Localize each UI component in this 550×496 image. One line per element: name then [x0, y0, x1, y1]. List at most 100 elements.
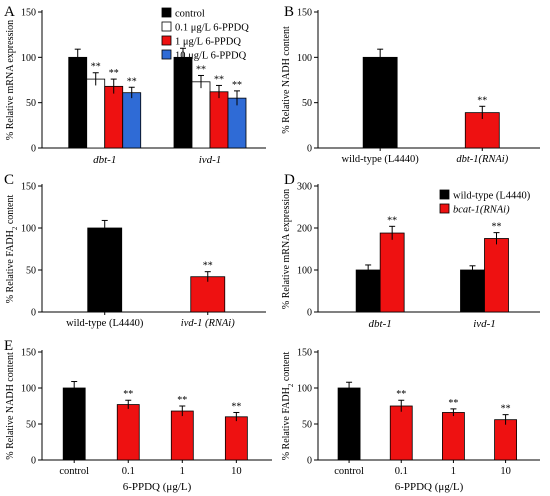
- bar: [104, 85, 124, 149]
- panel-letter: B: [284, 4, 294, 20]
- significance-label: **: [214, 74, 224, 85]
- legend-swatch: [161, 21, 172, 32]
- bar: [87, 227, 123, 313]
- bar: [68, 56, 88, 149]
- significance-label: **: [477, 95, 487, 106]
- legend-label: 0.1 μg/L 6-PPDQ: [175, 23, 249, 34]
- x-tick-label: ivd-1: [473, 318, 496, 330]
- bar: [362, 56, 398, 149]
- y-axis-label: % Relative FADH2 content: [5, 194, 19, 303]
- y-tick-label: 150: [21, 348, 36, 359]
- legend-swatch: [161, 35, 172, 46]
- y-tick-label: 150: [297, 348, 312, 359]
- bar: [170, 410, 194, 461]
- significance-label: **: [109, 68, 119, 79]
- bar: [190, 276, 226, 313]
- y-tick-label: 50: [302, 98, 312, 109]
- x-tick-label: ivd-1: [199, 154, 222, 166]
- x-tick-label: wild-type (L4440): [342, 154, 420, 165]
- bar: [442, 412, 465, 461]
- significance-label: **: [448, 398, 458, 409]
- bar: [209, 91, 229, 149]
- legend-swatch: [439, 203, 450, 214]
- significance-label: **: [91, 62, 101, 73]
- bar: [191, 81, 211, 149]
- panel-A: A 0 50 100 150 % Relative mRNA expression ** **…: [4, 4, 266, 166]
- y-tick-label: 0: [307, 456, 312, 467]
- y-tick-label: 50: [26, 98, 36, 109]
- legend-swatch: [161, 49, 172, 60]
- panel-B: B 0 50 100 150 % Relative NADH content wild-ty…: [281, 4, 540, 165]
- y-axis-label: % Relative NADH content: [5, 352, 16, 460]
- x-tick-label: 0.1: [122, 466, 135, 477]
- y-axis-label: % Relative FADH2 content: [281, 351, 295, 460]
- x-tick-label: 10: [500, 466, 511, 477]
- x-tick-label: 0.1: [395, 466, 408, 477]
- panel-letter: E: [4, 338, 13, 354]
- x-tick-label: control: [59, 466, 89, 477]
- x-tick-label: dbt-1: [93, 154, 116, 166]
- y-axis-label: % Relative NADH content: [281, 26, 292, 134]
- y-axis-label: % Relative mRNA expression: [281, 189, 292, 309]
- bar: [389, 405, 413, 461]
- x-axis-label: 6-PPDQ (μg/L): [395, 481, 464, 493]
- bar: [116, 404, 140, 461]
- bar: [122, 92, 142, 149]
- panel-letter: C: [4, 172, 14, 188]
- significance-label: **: [177, 395, 187, 406]
- y-tick-label: 50: [26, 420, 36, 431]
- y-tick-label: 0: [307, 144, 312, 155]
- legend-swatch: [161, 7, 172, 18]
- y-tick-label: 100: [21, 53, 36, 64]
- significance-label: **: [501, 404, 511, 415]
- bar: [173, 56, 193, 149]
- y-tick-label: 100: [297, 53, 312, 64]
- bar: [62, 387, 86, 461]
- legend-swatch: [439, 189, 450, 200]
- y-tick-label: 100: [21, 384, 36, 395]
- significance-label: **: [203, 261, 213, 272]
- panel-letter: D: [284, 172, 295, 188]
- x-tick-label: dbt-1: [369, 318, 392, 330]
- bar: [227, 97, 247, 149]
- y-tick-label: 0: [31, 308, 36, 319]
- legend-label: wild-type (L4440): [453, 191, 531, 202]
- bar: [494, 419, 517, 461]
- panel-letter: A: [4, 4, 15, 20]
- legend-label: 1 μg/L 6-PPDQ: [175, 37, 241, 48]
- significance-label: **: [123, 389, 133, 400]
- significance-label: **: [127, 76, 137, 87]
- bar: [337, 387, 361, 461]
- significance-label: **: [232, 80, 242, 91]
- y-tick-label: 300: [297, 182, 312, 193]
- y-tick-label: 0: [31, 456, 36, 467]
- x-axis-label: 6-PPDQ (μg/L): [123, 481, 192, 493]
- y-tick-label: 50: [26, 266, 36, 277]
- y-axis-label: % Relative mRNA expression: [5, 20, 16, 140]
- bar: [379, 232, 405, 313]
- x-tick-label: 1: [451, 466, 456, 477]
- x-tick-label: 10: [231, 466, 242, 477]
- significance-label: **: [231, 401, 241, 412]
- x-tick-label: dbt-1(RNAi): [456, 154, 508, 165]
- legend-label: control: [175, 9, 205, 20]
- legend-label: bcat-1(RNAi): [453, 205, 510, 216]
- significance-label: **: [396, 389, 406, 400]
- x-tick-label: wild-type (L4440): [66, 318, 144, 329]
- panel-D: D 0 100 200 300 % Relative mRNA expression ** d…: [281, 172, 540, 330]
- bar: [484, 238, 509, 313]
- y-tick-label: 200: [297, 224, 312, 235]
- legend-label: 10 μg/L 6-PPDQ: [175, 51, 247, 62]
- y-tick-label: 100: [297, 266, 312, 277]
- y-tick-label: 0: [307, 308, 312, 319]
- y-tick-label: 0: [31, 144, 36, 155]
- y-tick-label: 150: [297, 8, 312, 19]
- y-tick-label: 50: [302, 420, 312, 431]
- panel-E: E 0 50 100 150 % Relative NADH content control…: [4, 338, 272, 493]
- significance-label: **: [196, 64, 206, 75]
- x-tick-label: 1: [180, 466, 185, 477]
- y-tick-label: 150: [21, 182, 36, 193]
- bar: [224, 416, 248, 461]
- bar: [86, 78, 106, 149]
